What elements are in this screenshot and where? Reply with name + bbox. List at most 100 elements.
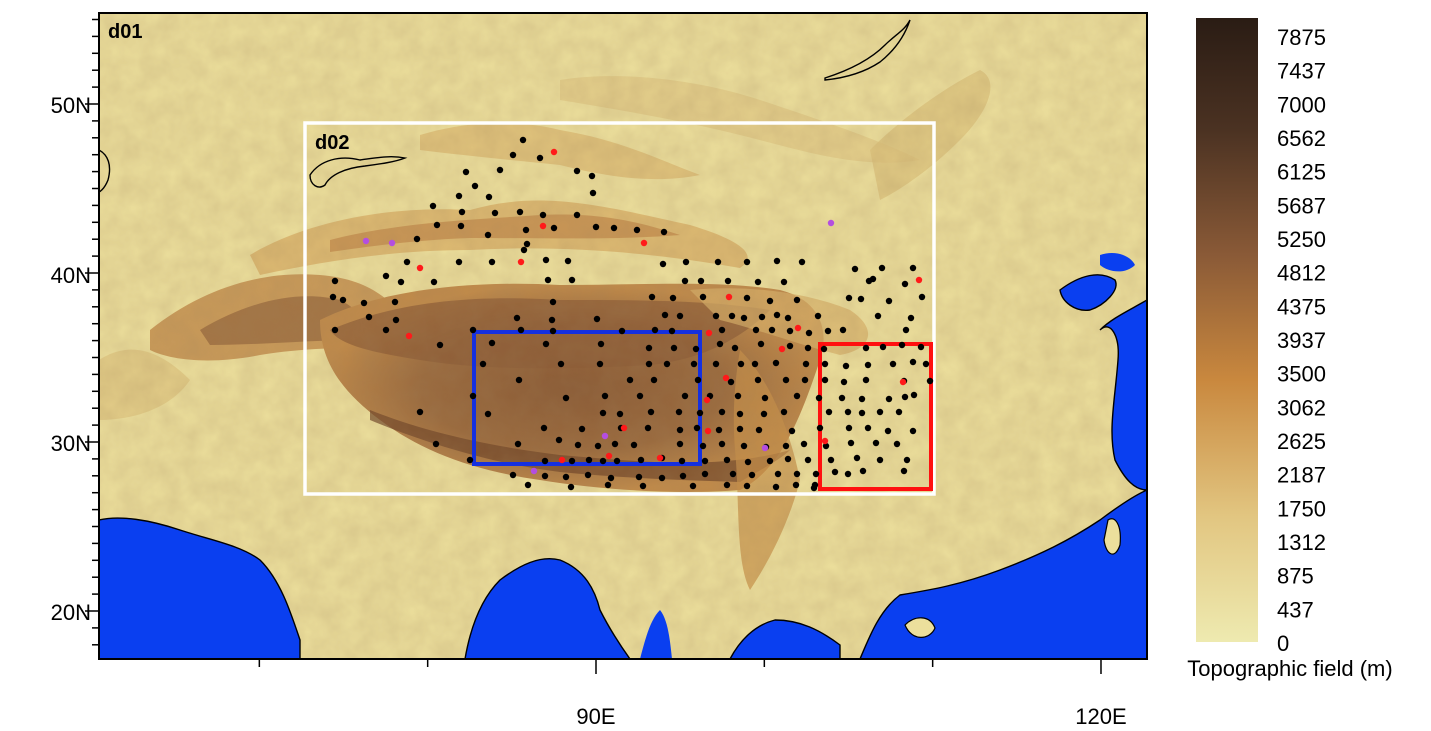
station-dot	[723, 456, 731, 464]
station-dot	[604, 481, 612, 489]
station-dot	[740, 314, 748, 322]
station-dot-purple	[761, 444, 769, 452]
station-dot	[755, 426, 763, 434]
station-dot	[469, 326, 477, 334]
station-dot	[329, 293, 337, 301]
lat-label-50n: 50N	[51, 93, 91, 118]
station-dot	[630, 441, 638, 449]
station-dot	[573, 211, 581, 219]
station-dot	[800, 440, 808, 448]
station-dot	[715, 426, 723, 434]
station-dot	[838, 394, 846, 402]
station-dot	[699, 293, 707, 301]
station-dot	[382, 326, 390, 334]
station-dot	[676, 426, 684, 434]
red-region-box	[818, 342, 933, 491]
station-dot	[676, 312, 684, 320]
station-dot	[567, 483, 575, 491]
station-dot	[645, 344, 653, 352]
station-dot	[610, 224, 618, 232]
lake-balkhash	[309, 156, 408, 188]
station-dot	[793, 392, 801, 400]
station-dot-red	[605, 452, 613, 460]
station-dot	[844, 408, 852, 416]
station-dot	[549, 298, 557, 306]
station-dot	[339, 296, 347, 304]
station-dot	[668, 327, 676, 335]
station-dot	[910, 391, 918, 399]
station-dot	[784, 455, 792, 463]
lon-label-120e: 120E	[1075, 704, 1126, 729]
colorbar-tick-label: 5687	[1277, 193, 1326, 218]
station-dot-red	[722, 374, 730, 382]
station-dot	[898, 341, 906, 349]
colorbar-tick-label: 875	[1277, 564, 1314, 589]
station-dot	[847, 439, 855, 447]
station-dot	[754, 278, 762, 286]
station-dot	[780, 408, 788, 416]
station-dot	[728, 312, 736, 320]
station-dot	[798, 258, 806, 266]
station-dot	[413, 235, 421, 243]
station-dot	[869, 275, 877, 283]
colorbar-tick-label: 0	[1277, 631, 1289, 656]
station-dot	[773, 311, 781, 319]
station-dot	[599, 409, 607, 417]
station-dot	[824, 327, 832, 335]
coastlines	[99, 19, 1147, 659]
station-dot	[831, 468, 839, 476]
station-dot	[693, 424, 701, 432]
domain-d01-label: d01	[108, 21, 142, 43]
station-dot	[857, 295, 865, 303]
station-dot	[650, 376, 658, 384]
station-dot	[626, 376, 634, 384]
station-dot	[466, 456, 474, 464]
colorbar-tick-label: 1750	[1277, 496, 1326, 521]
station-dot	[514, 440, 522, 448]
station-dot-purple	[827, 219, 835, 227]
map-panel: d01 d02	[99, 13, 1147, 659]
station-dot	[592, 223, 600, 231]
station-dot-purple	[388, 239, 396, 247]
station-dot	[859, 467, 867, 475]
station-dot	[718, 440, 726, 448]
station-dot	[699, 442, 707, 450]
station-dot	[774, 470, 782, 478]
station-dot	[743, 294, 751, 302]
station-dot	[682, 258, 690, 266]
station-dot	[885, 395, 893, 403]
colorbar-tick-label: 7437	[1277, 59, 1326, 84]
station-dot	[635, 473, 643, 481]
station-dot	[637, 456, 645, 464]
station-dot	[690, 360, 698, 368]
station-dot	[658, 474, 666, 482]
station-dot	[718, 326, 726, 334]
caspian-edge	[99, 149, 111, 193]
station-dot	[562, 473, 570, 481]
station-dot	[416, 408, 424, 416]
station-dot	[541, 457, 549, 465]
colorbar-tick-label: 3062	[1277, 395, 1326, 420]
relief-layer	[99, 13, 1147, 659]
station-dot	[455, 192, 463, 200]
colorbar-tick-label: 437	[1277, 597, 1314, 622]
station-dot	[676, 440, 684, 448]
station-dot	[636, 392, 644, 400]
station-dot	[519, 136, 527, 144]
station-dot-purple	[362, 237, 370, 245]
hainan-island	[904, 617, 936, 638]
station-dot	[433, 221, 441, 229]
lat-label-20n: 20N	[51, 600, 91, 625]
station-dot	[578, 425, 586, 433]
station-dot	[661, 311, 669, 319]
station-dot	[633, 226, 641, 234]
station-dot	[754, 376, 762, 384]
station-dot	[780, 278, 788, 286]
station-dot	[853, 454, 861, 462]
station-dot	[564, 257, 572, 265]
station-dot	[517, 326, 525, 334]
station-dot	[588, 172, 596, 180]
colorbar-tick-label: 1312	[1277, 530, 1326, 555]
station-dot	[786, 342, 794, 350]
station-dot	[766, 457, 774, 465]
